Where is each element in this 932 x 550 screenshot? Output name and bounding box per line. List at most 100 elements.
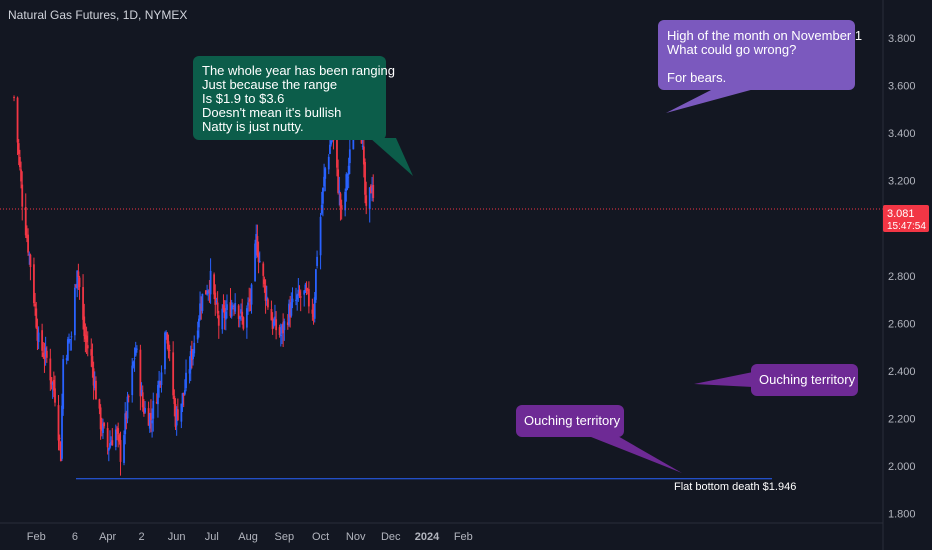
candle-body bbox=[311, 309, 314, 314]
candle-body bbox=[307, 289, 310, 307]
candle-body bbox=[330, 140, 333, 145]
time-axis[interactable]: Feb 6 Apr 2 Jun Jul Aug Sep Oct Nov Dec 2024 Feb bbox=[27, 531, 473, 543]
callout-high-note[interactable]: High of the month on November 1 What cou… bbox=[658, 20, 862, 90]
time-tick-label: Oct bbox=[312, 531, 329, 543]
candle-body bbox=[242, 317, 245, 329]
candle-body bbox=[190, 348, 193, 361]
candle-body bbox=[92, 368, 95, 386]
candle-body bbox=[99, 407, 102, 430]
candle-body bbox=[275, 319, 278, 331]
candle-body bbox=[340, 205, 343, 209]
candle-body bbox=[337, 169, 340, 193]
candle-body bbox=[111, 440, 114, 446]
candle-body bbox=[16, 97, 19, 143]
candle-body bbox=[58, 437, 61, 439]
candle-body bbox=[66, 339, 69, 361]
time-tick-label: 6 bbox=[72, 531, 78, 543]
candle-body bbox=[214, 292, 217, 305]
candle-body bbox=[183, 390, 186, 395]
candle-body bbox=[155, 402, 158, 404]
candle-body bbox=[209, 270, 212, 295]
candle-body bbox=[20, 169, 22, 182]
candle-body bbox=[348, 149, 351, 164]
price-tick-label: 1.800 bbox=[888, 508, 916, 520]
candle-body bbox=[201, 293, 204, 311]
candle-body bbox=[84, 334, 87, 340]
callout-range-note[interactable]: The whole year has been ranging Just bec… bbox=[193, 56, 395, 140]
candle-body bbox=[230, 305, 233, 317]
candle-body bbox=[322, 188, 324, 204]
candle-body bbox=[265, 296, 268, 301]
candle-body bbox=[289, 305, 292, 318]
candle-body bbox=[361, 145, 364, 147]
candle-body bbox=[181, 393, 184, 405]
candle-body bbox=[21, 184, 24, 207]
candle-body bbox=[189, 351, 192, 370]
candle-body bbox=[296, 295, 299, 300]
candle-body bbox=[116, 429, 118, 432]
candle-body bbox=[316, 256, 318, 266]
callout-line: Just because the range bbox=[202, 77, 338, 92]
candle-body bbox=[65, 358, 68, 361]
callout-ouching-right[interactable]: Ouching territory bbox=[751, 364, 858, 396]
candle-body bbox=[124, 413, 127, 435]
candle-body bbox=[329, 144, 331, 154]
candle-body bbox=[139, 349, 142, 397]
candle-body bbox=[362, 146, 365, 165]
candle-body bbox=[106, 428, 109, 448]
candle-body bbox=[272, 321, 275, 327]
candle-body bbox=[282, 322, 285, 334]
candle-body bbox=[109, 443, 111, 448]
candle-body bbox=[299, 296, 302, 298]
time-tick-label: Aug bbox=[238, 531, 258, 543]
time-tick-label: Apr bbox=[99, 531, 116, 543]
flat-bottom-label: Flat bottom death $1.946 bbox=[674, 481, 797, 493]
candle-body bbox=[119, 440, 122, 462]
price-axis[interactable]: 1.8002.0002.2002.4002.6002.8003.0003.200… bbox=[888, 33, 916, 520]
candle-body bbox=[237, 305, 240, 319]
callout-line bbox=[667, 57, 846, 71]
candle-body bbox=[231, 305, 234, 308]
candle-body bbox=[114, 429, 117, 447]
time-tick-label: Feb bbox=[454, 531, 473, 543]
candle-body bbox=[26, 234, 28, 239]
candle-body bbox=[290, 302, 293, 316]
candle-body bbox=[127, 396, 130, 398]
candle-body bbox=[262, 263, 265, 276]
callout-line: Doesn't mean it's bullish bbox=[202, 105, 342, 120]
time-tick-label: Sep bbox=[275, 531, 295, 543]
candle-body bbox=[213, 274, 216, 295]
candle-body bbox=[281, 325, 283, 334]
candle-body bbox=[35, 308, 38, 328]
time-tick-label: Nov bbox=[346, 531, 366, 543]
candle-body bbox=[69, 339, 72, 341]
candle-body bbox=[151, 420, 153, 424]
candle-body bbox=[118, 434, 121, 442]
candle-body bbox=[371, 187, 373, 192]
candle-body bbox=[207, 290, 210, 294]
price-tick-label: 3.600 bbox=[888, 81, 916, 93]
time-tick-label: 2 bbox=[139, 531, 145, 543]
candle-body bbox=[85, 335, 88, 343]
price-tick-label: 2.000 bbox=[888, 461, 916, 473]
candle-body bbox=[50, 377, 53, 385]
candle-body bbox=[78, 277, 81, 288]
candle-body bbox=[59, 442, 62, 462]
candle-body bbox=[336, 139, 338, 168]
candle-body bbox=[279, 334, 282, 336]
callout-ouching-bottom[interactable]: Ouching territory bbox=[516, 405, 624, 437]
candle-body bbox=[297, 289, 300, 296]
candle-body bbox=[37, 332, 40, 343]
candle-body bbox=[103, 423, 106, 427]
candle-body bbox=[315, 269, 317, 300]
candle-body bbox=[365, 195, 368, 206]
bottom-note-pointer bbox=[586, 435, 682, 473]
candle-body bbox=[173, 395, 176, 405]
candle-body bbox=[344, 191, 347, 211]
candle-body bbox=[216, 302, 219, 314]
candle-body bbox=[100, 426, 103, 431]
candle-body bbox=[291, 298, 294, 303]
chart-title: Natural Gas Futures, 1D, NYMEX bbox=[8, 8, 188, 22]
candle-body bbox=[208, 290, 211, 293]
callout-line: Natty is just nutty. bbox=[202, 119, 304, 134]
